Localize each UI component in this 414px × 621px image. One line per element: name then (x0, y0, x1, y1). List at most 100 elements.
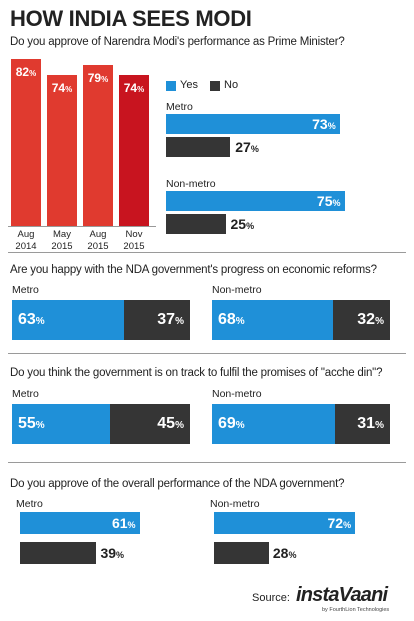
value-number: 74 (123, 81, 138, 96)
column-bar: 74% (119, 75, 149, 226)
value-unit: % (246, 221, 255, 231)
no-bar (20, 542, 97, 564)
no-value: 25% (231, 216, 255, 232)
no-bar (166, 214, 226, 234)
source-label: Source: (252, 592, 290, 604)
value-unit: % (175, 316, 184, 327)
yes-value: 68% (218, 311, 245, 329)
column-value-label: 74% (47, 81, 77, 95)
legend-swatch (210, 81, 220, 91)
group-label: Non-metro (210, 498, 260, 510)
value-number: 55 (18, 415, 36, 432)
no-segment: 37% (124, 300, 190, 340)
value-number: 25 (230, 216, 247, 232)
value-number: 61 (111, 515, 128, 531)
value-unit: % (29, 68, 37, 78)
value-unit: % (35, 420, 45, 431)
yes-segment: 68% (212, 300, 334, 340)
no-bar (214, 542, 269, 564)
no-value: 37% (157, 311, 184, 329)
brand-logo: instaVaani (296, 584, 388, 606)
value-number: 45 (157, 415, 176, 432)
category-line: Aug (17, 229, 35, 240)
value-unit: % (235, 316, 245, 327)
no-segment: 45% (109, 404, 190, 444)
value-unit: % (343, 520, 352, 530)
value-unit: % (35, 316, 45, 327)
value-number: 72 (327, 515, 344, 531)
yes-value: 61% (112, 515, 136, 531)
yes-bar: 75% (166, 191, 345, 211)
value-unit: % (288, 550, 297, 560)
value-unit: % (101, 74, 109, 84)
value-unit: % (235, 420, 245, 431)
legend-label: No (224, 79, 239, 91)
group-label: Metro (16, 498, 43, 510)
yes-value: 72% (328, 515, 352, 531)
yes-value: 75% (317, 193, 341, 209)
group-label: Metro (166, 101, 193, 113)
no-segment: 31% (334, 404, 390, 444)
divider (8, 252, 406, 253)
page-title: HOW INDIA SEES MODI (10, 6, 252, 31)
group-label: Metro (12, 284, 39, 296)
value-number: 82 (15, 64, 30, 79)
value-number: 32 (357, 311, 376, 328)
category-line: Aug (89, 229, 107, 240)
divider (8, 462, 406, 463)
column-category-label: Aug 2015 (79, 229, 117, 253)
column-category-label: May 2015 (43, 229, 81, 253)
column-value-label: 79% (83, 71, 113, 85)
value-number: 68 (218, 311, 236, 328)
column-baseline (8, 226, 156, 227)
value-unit: % (375, 420, 384, 431)
yes-segment: 69% (212, 404, 335, 444)
column-bar: 74% (47, 75, 77, 226)
column-category-label: Aug 2014 (7, 229, 45, 253)
no-value: 32% (357, 311, 384, 329)
no-bar (166, 137, 231, 157)
brand-subtitle: by FourthLion Technologies (322, 607, 390, 613)
yes-bar: 61% (20, 512, 140, 534)
legend-label: Yes (180, 79, 198, 91)
value-number: 37 (157, 311, 176, 328)
value-unit: % (250, 144, 259, 154)
value-number: 69 (218, 415, 236, 432)
question-2: Are you happy with the NDA government's … (10, 264, 377, 276)
question-1: Do you approve of Narendra Modi's perfor… (10, 36, 345, 48)
value-unit: % (375, 316, 384, 327)
no-value: 45% (157, 415, 184, 433)
category-line: Nov (125, 229, 143, 240)
question-3: Do you think the government is on track … (10, 367, 383, 379)
yes-value: 55% (18, 415, 45, 433)
yes-bar: 73% (166, 114, 340, 134)
value-number: 73 (312, 116, 328, 132)
no-segment: 32% (333, 300, 390, 340)
value-number: 28 (272, 545, 289, 561)
value-unit: % (127, 520, 136, 530)
yes-value: 63% (18, 311, 45, 329)
value-number: 39 (100, 545, 117, 561)
yes-segment: 63% (12, 300, 125, 340)
category-line: 2014 (15, 241, 37, 252)
group-label: Non-metro (212, 388, 262, 400)
value-unit: % (116, 550, 125, 560)
group-label: Metro (12, 388, 39, 400)
value-number: 27 (235, 139, 251, 155)
yes-segment: 55% (12, 404, 110, 444)
yes-value: 73% (312, 116, 336, 132)
yes-bar: 72% (214, 512, 356, 534)
value-number: 63 (18, 311, 36, 328)
column-category-label: Nov 2015 (115, 229, 153, 253)
value-unit: % (327, 121, 336, 131)
column-bar: 79% (83, 64, 113, 226)
no-value: 28% (273, 545, 297, 561)
category-line: 2015 (51, 241, 73, 252)
category-line: 2015 (123, 241, 145, 252)
legend-swatch (166, 81, 176, 91)
divider (8, 353, 406, 354)
category-line: 2015 (87, 241, 109, 252)
value-number: 75 (316, 193, 333, 209)
no-value: 39% (100, 545, 124, 561)
